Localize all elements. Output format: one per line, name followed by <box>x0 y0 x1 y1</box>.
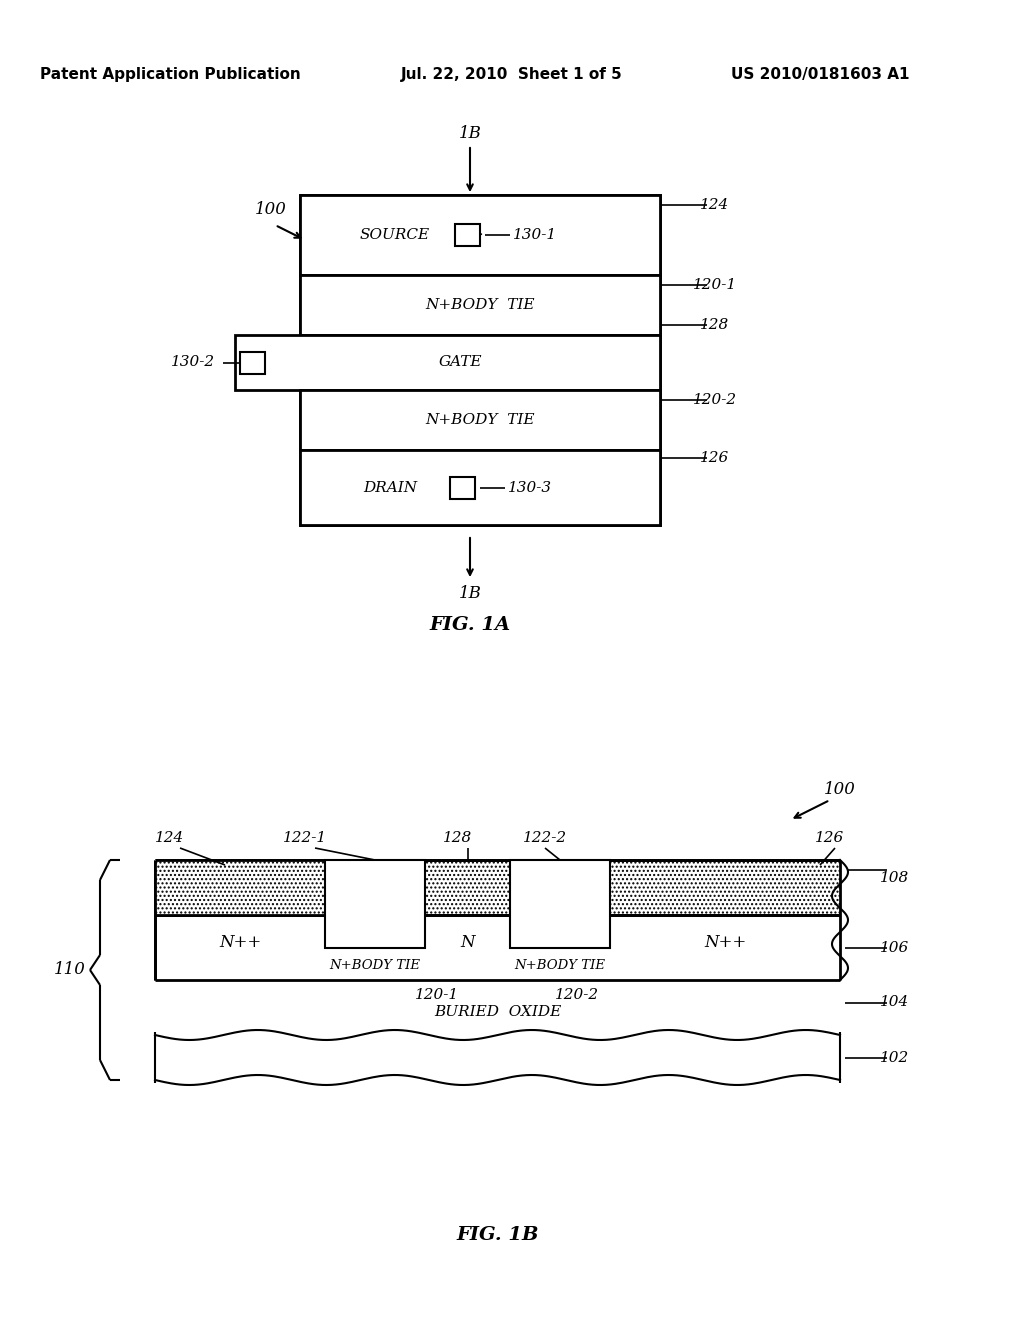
Text: N+BODY TIE: N+BODY TIE <box>330 960 421 972</box>
Text: N++: N++ <box>219 935 261 950</box>
Text: OXIDE: OXIDE <box>349 896 401 911</box>
Text: 1B: 1B <box>459 124 481 141</box>
Text: OXIDE: OXIDE <box>534 896 587 911</box>
Text: Patent Application Publication: Patent Application Publication <box>40 67 300 82</box>
Text: 122-2: 122-2 <box>523 832 567 845</box>
Text: 130-2: 130-2 <box>171 355 215 370</box>
Bar <box>450 477 475 499</box>
Text: 102: 102 <box>881 1051 909 1064</box>
Text: GATE: GATE <box>438 355 481 370</box>
Bar <box>300 450 660 525</box>
Bar <box>240 351 265 374</box>
Text: 124: 124 <box>156 832 184 845</box>
Text: 124: 124 <box>700 198 730 213</box>
Text: DRAIN: DRAIN <box>362 480 417 495</box>
Text: US 2010/0181603 A1: US 2010/0181603 A1 <box>731 67 909 82</box>
Text: 1B: 1B <box>459 585 481 602</box>
Bar <box>510 861 610 948</box>
Text: 128: 128 <box>442 832 472 845</box>
Text: Jul. 22, 2010  Sheet 1 of 5: Jul. 22, 2010 Sheet 1 of 5 <box>401 67 623 82</box>
Bar <box>610 861 840 915</box>
Text: 126: 126 <box>815 832 845 845</box>
Text: 120-2: 120-2 <box>693 393 737 407</box>
Bar <box>300 275 660 335</box>
Bar <box>234 335 660 389</box>
Bar <box>155 861 325 915</box>
Text: 100: 100 <box>824 781 856 799</box>
Text: SOURCE: SOURCE <box>360 228 430 242</box>
Text: N++: N++ <box>703 935 746 950</box>
Text: FIG. 1B: FIG. 1B <box>457 1226 539 1243</box>
Text: 122-1: 122-1 <box>283 832 327 845</box>
Text: 126: 126 <box>700 451 730 465</box>
Text: 108: 108 <box>881 870 909 884</box>
Text: 120-1: 120-1 <box>693 279 737 292</box>
Text: FIG. 1A: FIG. 1A <box>429 616 511 634</box>
Text: N+BODY  TIE: N+BODY TIE <box>425 298 535 312</box>
Bar <box>300 389 660 450</box>
Bar <box>300 195 660 525</box>
Text: 100: 100 <box>255 202 287 219</box>
Text: N+BODY  TIE: N+BODY TIE <box>425 413 535 426</box>
Text: N: N <box>460 935 475 950</box>
Text: 130-3: 130-3 <box>508 480 552 495</box>
Text: 130-1: 130-1 <box>513 228 557 242</box>
Text: 120-2: 120-2 <box>555 987 600 1002</box>
Text: 128: 128 <box>700 318 730 333</box>
Text: 104: 104 <box>881 995 909 1010</box>
Bar <box>155 861 325 915</box>
Text: 110: 110 <box>54 961 86 978</box>
Text: 120-1: 120-1 <box>416 987 460 1002</box>
Text: 106: 106 <box>881 940 909 954</box>
Bar <box>300 195 660 275</box>
Text: BURIED  OXIDE: BURIED OXIDE <box>434 1006 561 1019</box>
Text: N+BODY TIE: N+BODY TIE <box>514 960 605 972</box>
Bar <box>425 861 510 915</box>
Bar <box>325 861 425 948</box>
Bar <box>455 224 480 246</box>
